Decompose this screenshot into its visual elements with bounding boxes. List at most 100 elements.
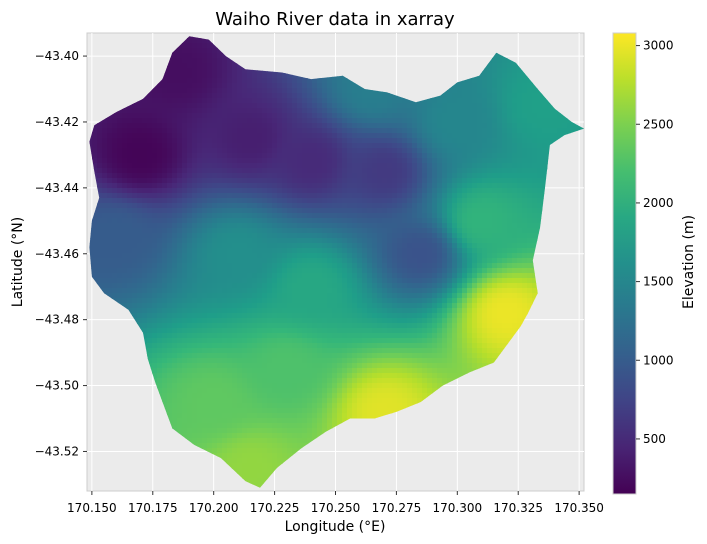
raster-cell [152, 213, 158, 219]
raster-cell [252, 128, 258, 134]
raster-cell [182, 178, 188, 184]
raster-cell [112, 158, 118, 164]
raster-cell [502, 233, 508, 239]
raster-cell [337, 158, 343, 164]
raster-cell [422, 98, 428, 104]
raster-cell [152, 243, 158, 249]
raster-cell [112, 133, 118, 139]
raster-cell [192, 83, 198, 89]
raster-cell [227, 223, 233, 229]
raster-cell [442, 158, 448, 164]
raster-cell [237, 218, 243, 224]
raster-cell [472, 98, 478, 104]
raster-cell [457, 213, 463, 219]
raster-cell [202, 113, 208, 119]
raster-cell [472, 208, 478, 214]
raster-cell [437, 258, 443, 264]
raster-cell [237, 213, 243, 219]
raster-cell [337, 213, 343, 219]
raster-cell [262, 228, 268, 234]
raster-cell [102, 133, 108, 139]
raster-cell [227, 93, 233, 99]
raster-cell [242, 218, 248, 224]
raster-cell [252, 173, 258, 179]
raster-cell [257, 243, 263, 249]
raster-cell [92, 128, 98, 134]
raster-cell [502, 133, 508, 139]
raster-cell [297, 93, 303, 99]
raster-cell [297, 258, 303, 264]
raster-cell [127, 213, 133, 219]
raster-cell [217, 203, 223, 209]
raster-cell [282, 268, 288, 274]
raster-cell [187, 123, 193, 129]
raster-cell [347, 158, 353, 164]
raster-cell [512, 263, 518, 269]
raster-cell [112, 253, 118, 259]
raster-cell [437, 173, 443, 179]
raster-cell [207, 268, 213, 274]
raster-cell [257, 183, 263, 189]
raster-cell [367, 253, 373, 259]
raster-cell [507, 133, 513, 139]
raster-cell [322, 193, 328, 199]
raster-cell [142, 118, 148, 124]
raster-cell [357, 163, 363, 169]
raster-cell [162, 133, 168, 139]
raster-cell [302, 238, 308, 244]
raster-cell [532, 248, 538, 254]
raster-cell [467, 198, 473, 204]
raster-cell [347, 108, 353, 114]
raster-cell [432, 273, 438, 279]
raster-cell [242, 78, 248, 84]
raster-cell [532, 113, 538, 119]
raster-cell [407, 173, 413, 179]
raster-cell [457, 158, 463, 164]
raster-cell [172, 93, 178, 99]
raster-cell [147, 113, 153, 119]
raster-cell [482, 103, 488, 109]
raster-cell [172, 263, 178, 269]
raster-cell [112, 208, 118, 214]
raster-cell [262, 83, 268, 89]
raster-cell [212, 58, 218, 64]
raster-cell [442, 163, 448, 169]
raster-cell [532, 153, 538, 159]
raster-cell [127, 113, 133, 119]
raster-cell [417, 228, 423, 234]
raster-cell [267, 238, 273, 244]
raster-cell [232, 148, 238, 154]
raster-cell [337, 218, 343, 224]
raster-cell [317, 98, 323, 104]
raster-cell [342, 238, 348, 244]
raster-cell [442, 138, 448, 144]
raster-cell [172, 243, 178, 249]
raster-cell [527, 198, 533, 204]
raster-cell [192, 78, 198, 84]
raster-cell [232, 153, 238, 159]
raster-cell [187, 228, 193, 234]
raster-cell [127, 183, 133, 189]
raster-cell [287, 273, 293, 279]
raster-cell [397, 133, 403, 139]
raster-cell [332, 103, 338, 109]
raster-cell [102, 168, 108, 174]
raster-cell [412, 128, 418, 134]
raster-cell [407, 243, 413, 249]
raster-cell [192, 218, 198, 224]
raster-cell [352, 123, 358, 129]
raster-cell [192, 223, 198, 229]
raster-cell [432, 168, 438, 174]
raster-cell [547, 138, 553, 144]
raster-cell [127, 153, 133, 159]
raster-cell [227, 83, 233, 89]
raster-cell [207, 43, 213, 49]
raster-cell [497, 153, 503, 159]
raster-cell [237, 63, 243, 69]
raster-cell [427, 193, 433, 199]
raster-cell [357, 118, 363, 124]
raster-cell [427, 168, 433, 174]
raster-cell [537, 173, 543, 179]
raster-cell [517, 138, 523, 144]
raster-cell [527, 233, 533, 239]
